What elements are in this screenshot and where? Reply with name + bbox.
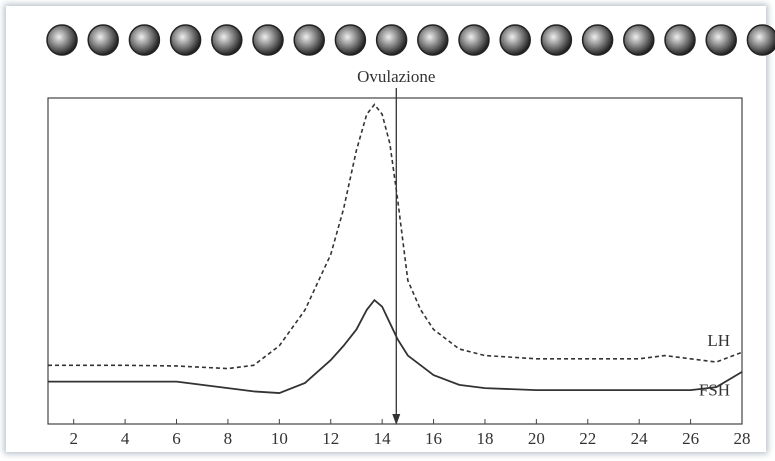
follicle-icon [705,24,737,56]
annotation: Ovulazione [357,67,435,86]
follicle-icon [375,24,408,56]
x-tick-label: 26 [682,429,699,448]
x-tick-label: 24 [631,429,649,448]
x-tick-label: 12 [322,429,339,448]
follicle-icon [581,24,614,56]
follicle-icon [417,24,449,56]
follicle-icon [499,24,531,56]
follicle-icon [458,24,490,56]
follicle-icon [746,24,775,56]
follicle-icon [211,24,243,56]
x-tick-label: 10 [271,429,288,448]
follicle-icon [169,24,202,56]
follicle-icon [293,24,325,56]
x-tick-label: 14 [374,429,392,448]
follicle-icon [664,24,696,56]
plot-area [47,97,743,425]
series-line [48,103,743,370]
x-tick-label: 18 [476,429,493,448]
follicle-icons [46,24,775,56]
follicle-icon [334,24,367,56]
x-tick-label: 8 [224,429,233,448]
x-tick-label: 4 [121,429,130,448]
x-tick-label: 20 [528,429,545,448]
series-label: LH [707,331,730,350]
arrow-head [392,414,401,425]
follicle-icon [623,24,655,56]
x-tick-label: 22 [579,429,596,448]
series-line [48,298,743,394]
follicle-icon [252,24,284,56]
x-tick-label: 28 [734,429,751,448]
series-label: FSH [699,381,730,400]
x-tick-label: 2 [69,429,78,448]
follicle-icon [87,24,119,56]
follicle-icon [128,24,161,56]
follicle-icon [46,24,78,56]
follicle-icon [540,24,573,56]
x-tick-label: 6 [172,429,181,448]
x-tick-label: 16 [425,429,442,448]
frame [6,6,766,452]
